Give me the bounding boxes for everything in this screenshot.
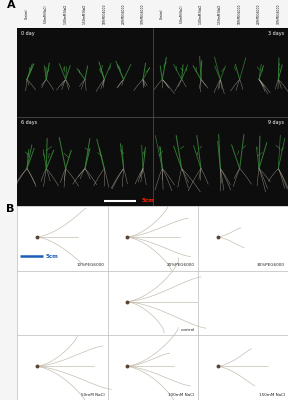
Text: 150mM NaCl: 150mM NaCl (83, 4, 87, 24)
Text: 150mM NaCl: 150mM NaCl (218, 4, 222, 24)
Text: 9 days: 9 days (268, 120, 284, 125)
Text: 30%PEG6000: 30%PEG6000 (276, 4, 280, 24)
Text: 50mM NaCl: 50mM NaCl (81, 392, 104, 396)
Text: 100mM NaCl: 100mM NaCl (199, 4, 203, 24)
Text: Control: Control (160, 9, 164, 19)
Text: control: control (180, 328, 194, 332)
Text: 3 days: 3 days (268, 31, 284, 36)
Text: 10%PEG6000: 10%PEG6000 (238, 4, 242, 24)
Text: 30%PEG6000: 30%PEG6000 (257, 263, 285, 267)
Text: 20%PEG6000: 20%PEG6000 (257, 4, 261, 24)
Text: 10%PEG6000: 10%PEG6000 (102, 4, 106, 24)
Text: 10%PEG6000: 10%PEG6000 (76, 263, 104, 267)
Text: 20%PEG6000: 20%PEG6000 (166, 263, 194, 267)
Text: 5cm: 5cm (142, 198, 155, 203)
Text: 100mM NaCl: 100mM NaCl (64, 4, 68, 24)
Text: 5cm: 5cm (46, 254, 58, 259)
Text: 30%PEG6000: 30%PEG6000 (141, 4, 145, 24)
Text: 50mM NaCl: 50mM NaCl (44, 5, 48, 23)
Text: 150mM NaCl: 150mM NaCl (259, 392, 285, 396)
Text: Control: Control (25, 9, 29, 19)
Text: 50mM NaCl: 50mM NaCl (180, 5, 184, 23)
Text: 6 days: 6 days (21, 120, 37, 125)
Text: 0 day: 0 day (21, 31, 35, 36)
Text: 100mM NaCl: 100mM NaCl (168, 392, 194, 396)
Bar (17, 28, 288, 206)
Text: A: A (6, 0, 15, 10)
Text: 20%PEG6000: 20%PEG6000 (122, 4, 126, 24)
Text: B: B (6, 204, 15, 214)
